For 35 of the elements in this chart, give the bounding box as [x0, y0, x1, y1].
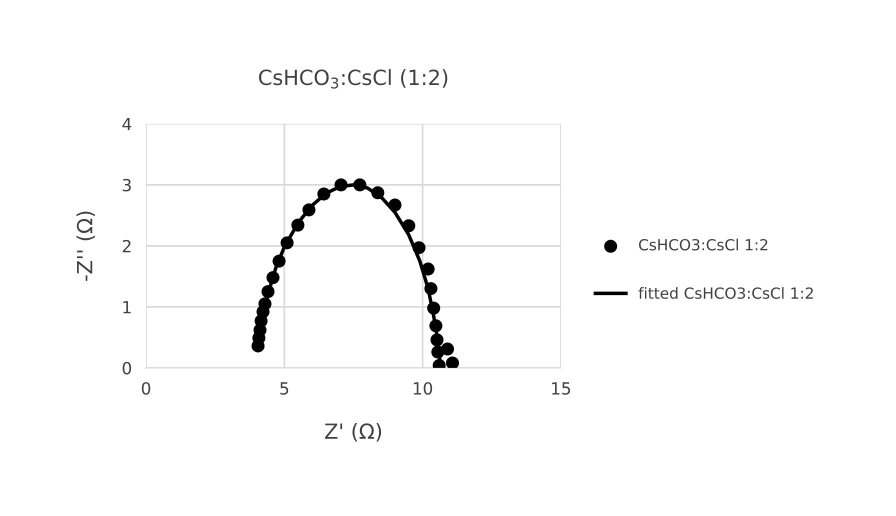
point	[446, 356, 459, 368]
point	[429, 319, 442, 332]
y-axis-title: -Z'' (Ω)	[76, 212, 95, 281]
point	[291, 218, 304, 232]
y-tick-label: 0	[122, 362, 132, 374]
point	[388, 198, 402, 212]
x-tick-label: 15	[552, 382, 570, 395]
point	[441, 342, 454, 356]
y-tick-label: 3	[122, 178, 131, 192]
point	[317, 188, 330, 201]
point	[262, 285, 275, 298]
point	[353, 178, 366, 192]
point	[427, 302, 440, 315]
legend-label: fitted CsHCO3:CsCl 1:2	[638, 287, 813, 299]
point	[272, 254, 286, 268]
chart-title: CsHCO$_{3}$:CsCl (1:2)	[259, 69, 448, 89]
point	[334, 178, 348, 192]
point	[430, 333, 444, 346]
point	[422, 262, 435, 276]
x-tick-label: 10	[414, 382, 432, 395]
y-tick-label: 2	[122, 240, 130, 252]
point	[280, 236, 294, 250]
legend-label: CsHCO3:CsCl 1:2	[639, 238, 768, 251]
point	[258, 297, 272, 310]
point	[302, 203, 316, 216]
x-axis-title: Z' (Ω)	[325, 422, 382, 442]
x-tick-label: 5	[280, 382, 288, 395]
y-tick-label: 1	[123, 301, 131, 314]
point	[371, 186, 384, 200]
point	[266, 271, 280, 284]
point	[424, 282, 438, 296]
y-tick-label: 4	[122, 118, 132, 130]
point	[412, 241, 426, 254]
x-tick-label: 0	[142, 382, 150, 395]
point	[402, 219, 416, 232]
